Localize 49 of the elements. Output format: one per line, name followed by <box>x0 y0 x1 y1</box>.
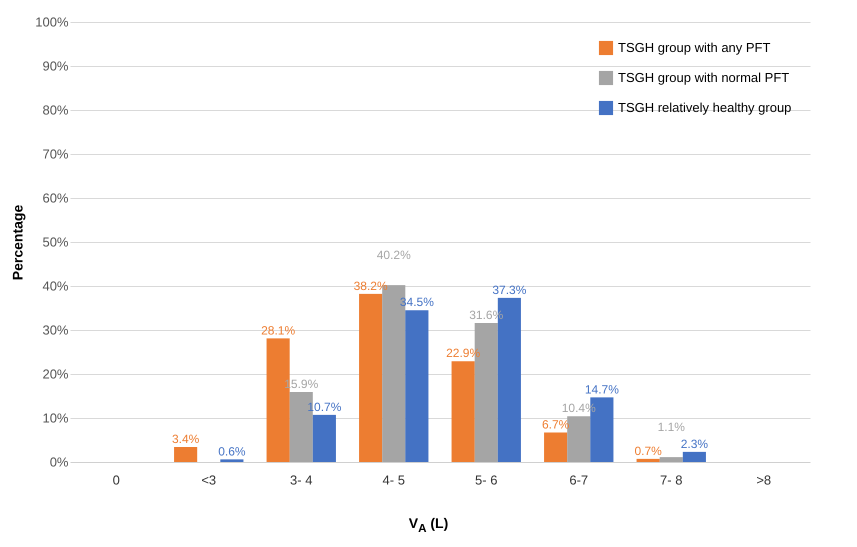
legend-label: TSGH group with any PFT <box>618 40 770 55</box>
data-label: 0.7% <box>634 444 662 458</box>
x-tick-label: <3 <box>201 472 216 488</box>
data-label: 2.3% <box>680 436 708 451</box>
legend-label: TSGH relatively healthy group <box>618 100 792 115</box>
data-label: 10.7% <box>307 400 342 414</box>
y-tick-label: 20% <box>42 366 69 382</box>
bar <box>174 447 198 462</box>
data-label: 34.5% <box>400 295 434 310</box>
data-label: 40.2% <box>376 248 412 262</box>
x-tick-label: 5- 6 <box>475 472 498 488</box>
data-label: 0.6% <box>218 444 246 458</box>
y-axis-title: Percentage <box>9 204 26 280</box>
y-tick-label: 100% <box>35 14 69 30</box>
data-label: 22.9% <box>446 346 480 360</box>
bar <box>682 452 706 462</box>
data-label: 3.4% <box>172 432 200 446</box>
y-tick-label: 60% <box>42 190 69 206</box>
y-tick-label: 70% <box>42 146 69 162</box>
data-label: 6.7% <box>542 418 570 432</box>
bar <box>544 432 568 462</box>
x-tick-label: 4- 5 <box>382 472 405 488</box>
x-tick-label: >8 <box>756 472 772 488</box>
y-tick-label: 10% <box>42 410 69 426</box>
bar <box>312 414 336 462</box>
y-tick-label: 90% <box>42 58 69 74</box>
x-axis-title: V$_{A}$ (L) <box>408 515 450 535</box>
bar <box>567 416 590 462</box>
x-tick-label: 7- 8 <box>660 472 682 488</box>
bar <box>405 310 428 462</box>
data-label: 37.3% <box>492 282 527 297</box>
y-tick-label: 30% <box>42 322 69 338</box>
y-tick-label: 50% <box>42 234 69 250</box>
x-tick-label: 3- 4 <box>290 472 312 488</box>
bar <box>220 459 244 462</box>
data-label: 38.2% <box>354 278 388 293</box>
x-tick-label: 6-7 <box>569 472 588 488</box>
y-tick-label: 40% <box>42 278 69 294</box>
legend-label: TSGH group with normal PFT <box>618 70 790 85</box>
x-tick-label: 0 <box>112 472 120 488</box>
y-tick-label: 80% <box>42 102 69 118</box>
bar <box>452 361 475 462</box>
bar <box>636 458 660 462</box>
data-label: 28.1% <box>261 323 296 338</box>
data-label: 1.1% <box>658 420 686 434</box>
data-label: 14.7% <box>584 382 620 396</box>
bar <box>359 294 382 462</box>
bar <box>660 457 683 462</box>
y-tick-label: 0% <box>50 454 69 470</box>
